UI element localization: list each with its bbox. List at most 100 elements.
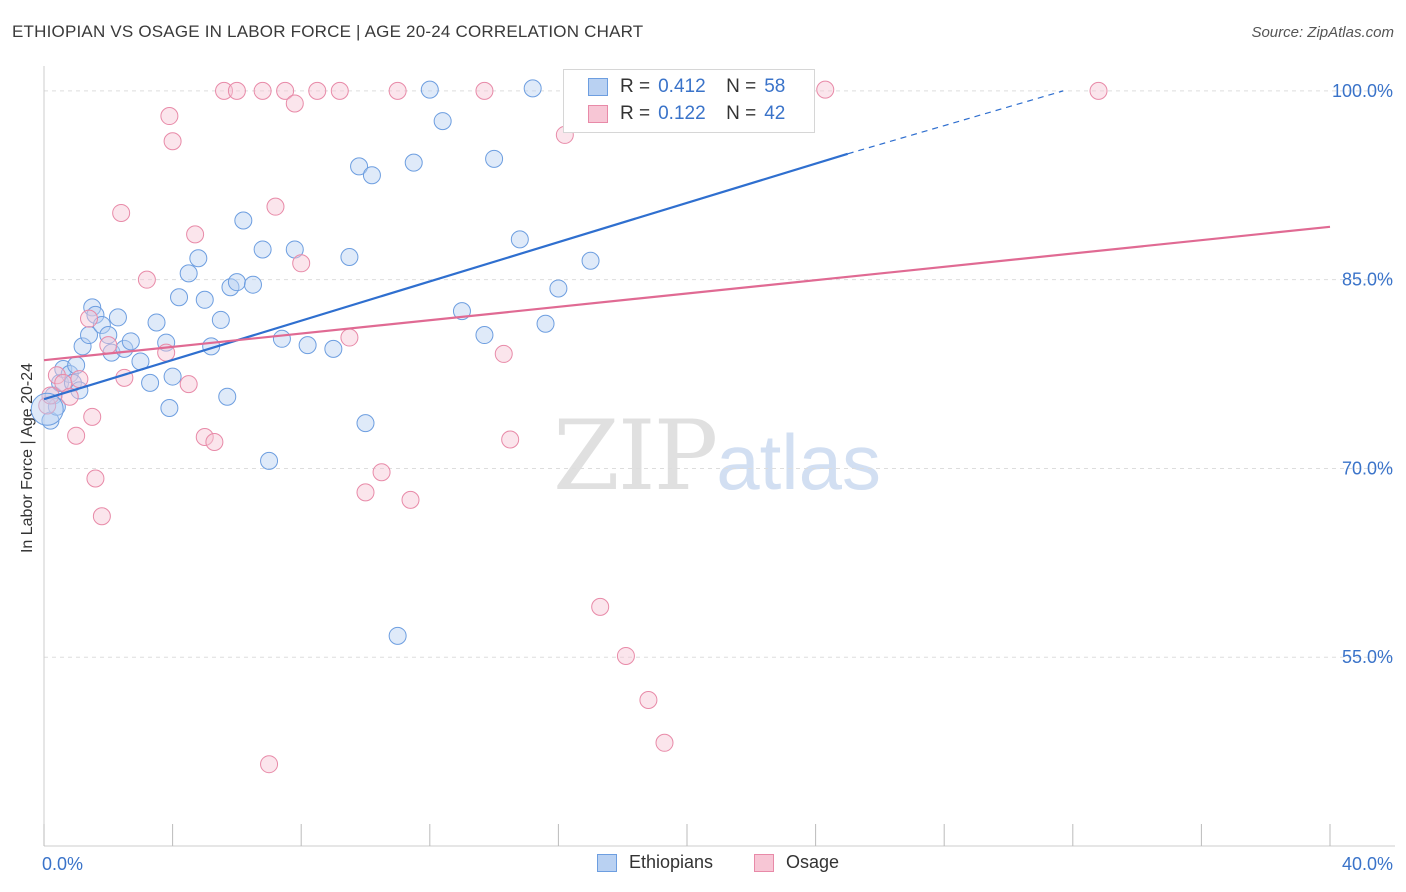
- osage-point: [655, 733, 674, 752]
- ethiopians-point: [356, 414, 375, 433]
- ethiopians-trend-extension: [847, 90, 1064, 155]
- ethiopians-point: [475, 326, 494, 345]
- osage-point: [70, 370, 89, 389]
- ethiopians-point: [388, 626, 407, 645]
- legend-item-osage: Osage: [754, 852, 839, 873]
- osage-point: [67, 426, 86, 445]
- ethiopians-point: [420, 80, 439, 99]
- y-tick-label: 85.0%: [1342, 270, 1393, 290]
- osage-point: [475, 81, 494, 100]
- osage-point: [372, 463, 391, 482]
- ethiopians-legend-swatch: [597, 853, 617, 872]
- y-tick-label: 70.0%: [1342, 458, 1393, 478]
- ethiopians-point: [581, 251, 600, 270]
- ethiopians-trend-line: [43, 152, 849, 401]
- legend-r-label: R =: [620, 103, 651, 124]
- osage-point: [163, 132, 182, 151]
- ethiopians-point: [160, 399, 179, 418]
- osage-point: [501, 430, 520, 449]
- ethiopians-point: [272, 329, 291, 348]
- ethiopians-point: [253, 240, 272, 259]
- ethiopians-point: [73, 337, 92, 356]
- osage-point: [80, 309, 99, 328]
- osage-point: [285, 94, 304, 113]
- chart-title: ETHIOPIAN VS OSAGE IN LABOR FORCE | AGE …: [12, 22, 644, 41]
- osage-point: [816, 80, 835, 99]
- osage-point: [215, 81, 234, 100]
- osage-point: [340, 328, 359, 347]
- ethiopians-point: [121, 332, 140, 351]
- ethiopians-legend-label: Ethiopians: [629, 852, 714, 872]
- ethiopians-point: [340, 248, 359, 267]
- osage-point: [1089, 81, 1108, 100]
- ethiopians-swatch: [588, 78, 608, 96]
- watermark-zip: ZIP: [553, 400, 718, 512]
- legend-r-value: 0.412: [658, 76, 706, 97]
- ethiopians-point: [350, 157, 369, 176]
- osage-point: [86, 469, 105, 488]
- osage-point: [260, 755, 279, 774]
- chart-source: Source: ZipAtlas.com: [1251, 24, 1394, 41]
- ethiopians-point: [523, 79, 542, 98]
- ethiopians-point: [30, 392, 64, 426]
- osage-point: [253, 81, 272, 100]
- ethiopians-point: [147, 313, 166, 332]
- ethiopians-point: [227, 273, 246, 292]
- osage-point: [330, 81, 349, 100]
- ethiopians-point: [404, 153, 423, 172]
- legend-n-value: 42: [764, 103, 786, 124]
- x-tick-label: 40.0%: [1342, 854, 1393, 874]
- osage-swatch: [588, 105, 608, 123]
- legend-row-osage: R = 0.122 N = 42: [588, 103, 785, 125]
- osage-point: [92, 507, 111, 526]
- ethiopians-point: [260, 451, 279, 470]
- osage-point: [388, 81, 407, 100]
- osage-point: [179, 375, 198, 394]
- ethiopians-point: [170, 288, 189, 307]
- ethiopians-point: [141, 373, 160, 392]
- osage-point: [38, 396, 57, 415]
- osage-point: [401, 490, 420, 509]
- osage-trend-line: [43, 225, 1331, 362]
- osage-point: [292, 254, 311, 273]
- ethiopians-point: [433, 112, 452, 131]
- osage-legend-label: Osage: [786, 852, 840, 872]
- osage-point: [227, 81, 246, 100]
- ethiopians-point: [163, 367, 182, 386]
- x-tick-label: 0.0%: [42, 854, 83, 874]
- ethiopians-point: [510, 230, 529, 249]
- y-tick-label: 100.0%: [1332, 81, 1393, 101]
- legend-n-value: 58: [764, 76, 786, 97]
- ethiopians-point: [234, 211, 253, 230]
- y-tick-label: 55.0%: [1342, 647, 1393, 667]
- osage-point: [639, 691, 658, 710]
- ethiopians-point: [324, 339, 343, 358]
- osage-point: [308, 81, 327, 100]
- osage-point: [47, 366, 66, 385]
- stats-legend: R = 0.412 N = 58 R = 0.122 N = 42: [563, 69, 815, 133]
- osage-point: [160, 107, 179, 126]
- legend-row-ethiopians: R = 0.412 N = 58: [588, 76, 785, 98]
- osage-point: [112, 203, 131, 222]
- osage-point: [266, 197, 285, 216]
- legend-item-ethiopians: Ethiopians: [597, 852, 713, 873]
- ethiopians-point: [80, 326, 99, 345]
- ethiopians-point: [218, 387, 237, 406]
- ethiopians-point: [189, 249, 208, 268]
- watermark: ZIPatlas: [553, 400, 881, 512]
- osage-point: [494, 344, 513, 363]
- osage-point: [186, 225, 205, 244]
- legend-r-value: 0.122: [658, 103, 706, 124]
- ethiopians-point: [536, 314, 555, 333]
- osage-point: [83, 407, 102, 426]
- ethiopians-point: [179, 264, 198, 283]
- osage-point: [137, 270, 156, 289]
- ethiopians-point: [485, 149, 504, 168]
- legend-n-label: N =: [726, 76, 757, 97]
- osage-legend-swatch: [754, 853, 774, 872]
- osage-point: [616, 646, 635, 665]
- ethiopians-point: [195, 290, 214, 309]
- ethiopians-point: [211, 310, 230, 329]
- legend-r-label: R =: [620, 76, 651, 97]
